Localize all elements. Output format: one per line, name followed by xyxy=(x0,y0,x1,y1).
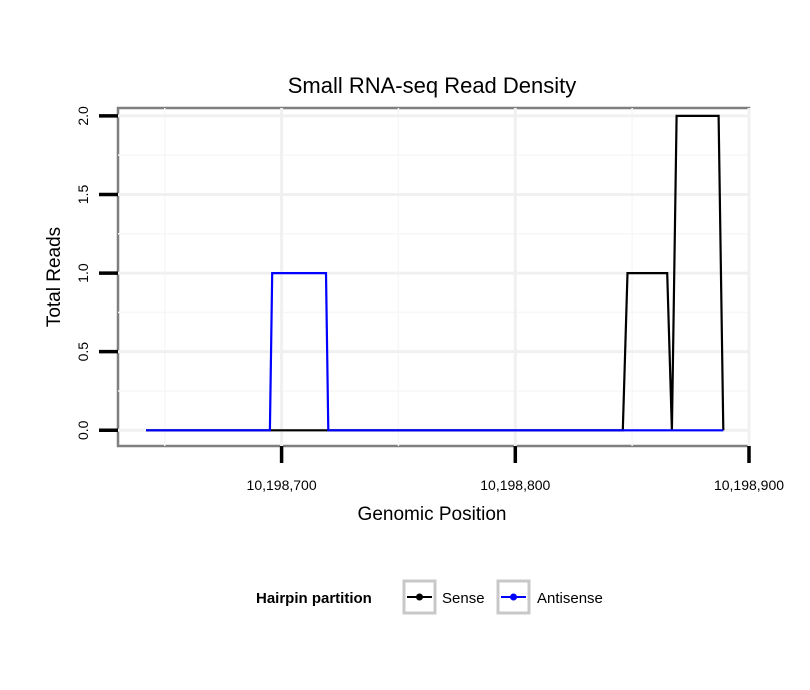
y-tick-label: 0.5 xyxy=(75,342,91,362)
legend-key-dot-antisense xyxy=(510,593,517,601)
x-tick-label: 10,198,800 xyxy=(480,477,550,493)
x-axis-label: Genomic Position xyxy=(358,504,507,525)
axes: 10,198,700 10,198,800 10,198,900 0.0 0.5 1.0 1… xyxy=(75,106,784,493)
chart-title: Small RNA-seq Read Density xyxy=(288,73,577,98)
legend-label-antisense: Antisense xyxy=(537,590,603,607)
legend-label-sense: Sense xyxy=(442,590,485,607)
legend: Hairpin partition Sense Antisense xyxy=(256,579,603,615)
legend-key-dot-sense xyxy=(416,593,423,601)
y-tick-label: 1.0 xyxy=(75,263,91,283)
y-axis-label: Total Reads xyxy=(44,227,65,327)
x-tick-label: 10,198,700 xyxy=(247,477,317,493)
y-tick-label: 0.0 xyxy=(75,420,91,440)
plot-panel xyxy=(116,106,751,448)
y-tick-label: 2.0 xyxy=(75,106,91,126)
legend-title: Hairpin partition xyxy=(256,590,372,607)
series-line-antisense xyxy=(146,272,724,432)
data-series xyxy=(146,114,725,432)
y-tick-label: 1.5 xyxy=(75,185,91,205)
series-line-sense xyxy=(146,114,725,432)
x-tick-label: 10,198,900 xyxy=(714,477,784,493)
